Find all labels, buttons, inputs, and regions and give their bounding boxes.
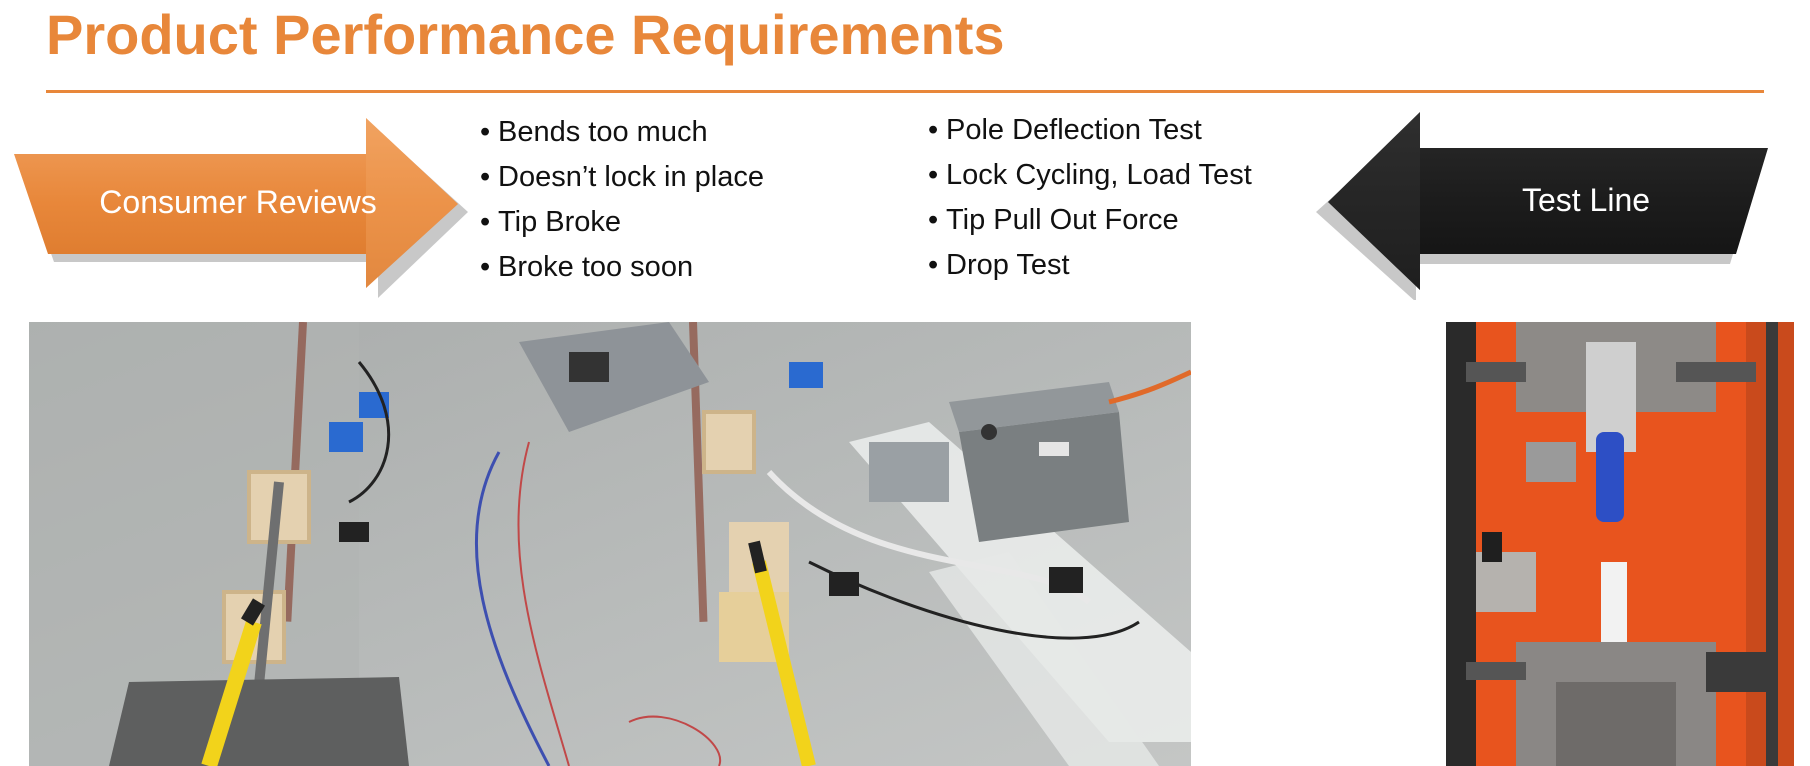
list-item: • Doesn’t lock in place [480, 161, 764, 193]
arrow-right-icon [14, 118, 468, 298]
test-line-label: Test Line [1521, 182, 1651, 218]
test-rig-image [29, 322, 1191, 766]
list-item: • Tip Broke [480, 206, 622, 238]
test-line-arrow: Test Line [1316, 110, 1776, 300]
test-line-list: • Pole Deflection Test • Lock Cycling, Loa… [928, 108, 1252, 288]
list-item: • Bends too much [480, 116, 708, 148]
consumer-reviews-arrow: Consumer Reviews [0, 114, 470, 300]
arrow-left-icon [1316, 112, 1768, 300]
list-item: • Pole Deflection Test [928, 114, 1202, 146]
list-item: • Broke too soon [480, 251, 694, 283]
test-line-photo [29, 322, 1191, 766]
title-divider [46, 90, 1764, 93]
list-item: • Drop Test [928, 249, 1070, 281]
consumer-reviews-label: Consumer Reviews [99, 184, 377, 220]
consumer-review-list: • Bends too much • Doesn’t lock in place •… [480, 110, 764, 290]
tip-pull-test-photo [1446, 322, 1794, 766]
list-item: • Tip Pull Out Force [928, 204, 1179, 236]
tensile-tester-image [1446, 322, 1794, 766]
slide-title: Product Performance Requirements [46, 3, 1005, 66]
list-item: • Lock Cycling, Load Test [928, 159, 1252, 191]
